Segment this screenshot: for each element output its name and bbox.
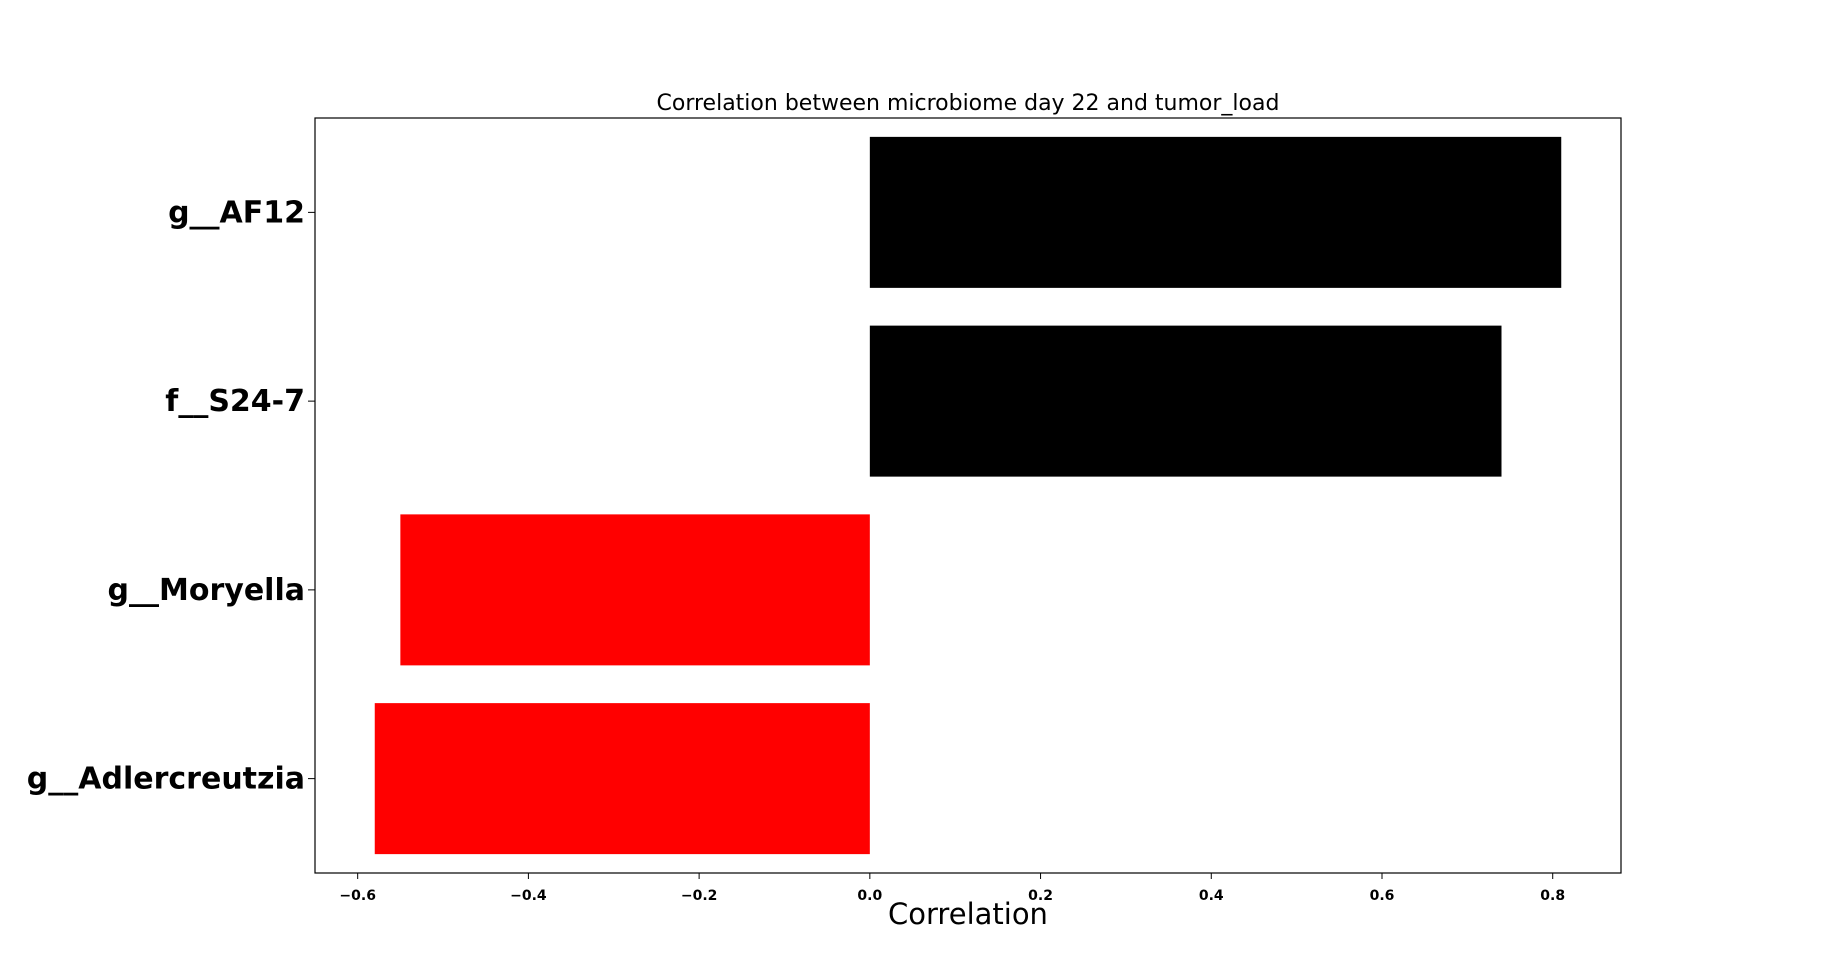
chart-title: Correlation between microbiome day 22 an… [657,91,1280,116]
x-axis-label: Correlation [888,897,1048,931]
x-tick-label: 0.8 [1540,888,1565,904]
x-tick-label: −0.6 [339,888,376,904]
y-tick-label: g__Moryella [108,573,305,608]
x-tick-label: 0.6 [1370,888,1395,904]
bar-g-adlercreutzia [374,703,870,855]
bar-g-af12 [869,136,1562,288]
y-tick-label: f__S24-7 [165,384,305,419]
x-tick-label: −0.4 [510,888,547,904]
y-tick-label: g__AF12 [168,195,305,230]
bar-g-moryella [400,514,870,666]
x-tick-label: 0.2 [1028,888,1053,904]
x-tick-label: 0.0 [857,888,882,904]
bar-f-s24-7 [869,325,1502,477]
x-tick-label: −0.2 [681,888,718,904]
y-tick-label: g__Adlercreutzia [27,762,305,797]
x-tick-label: 0.4 [1199,888,1224,904]
x-axis: −0.6 −0.4 −0.2 0.0 0.2 0.4 0.6 0.8 [339,873,1565,904]
bars-layer [374,136,1562,855]
y-axis: g__AF12 f__S24-7 g__Moryella g__Adlercreutz… [27,195,315,797]
